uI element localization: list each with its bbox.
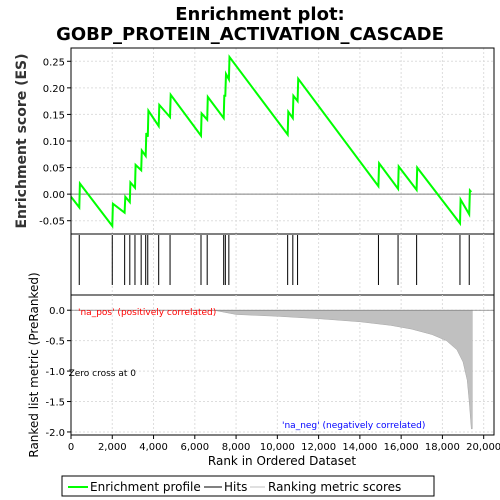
legend: Enrichment profile Hits Ranking metric s…: [61, 475, 435, 497]
x-tick-label: 8,000: [222, 442, 251, 453]
chart-title-line2: GOBP_PROTEIN_ACTIVATION_CASCADE: [56, 24, 444, 45]
x-tick-label: 6,000: [180, 442, 209, 453]
pos-correlated-label: 'na_pos' (positively correlated): [78, 308, 216, 318]
es-panel: -0.05 0.00 0.05 0.10 0.15 0.20 0.25 Enrichment…: [14, 47, 495, 235]
ranking-metric-area: [71, 309, 473, 430]
x-tick-label: 18,000: [425, 442, 460, 453]
es-ylabel: Enrichment score (ES): [14, 53, 30, 228]
metric-ylabel: Ranked list metric (PreRanked): [27, 272, 41, 457]
x-tick-label: 10,000: [260, 442, 295, 453]
legend-label-hits: Hits: [224, 480, 247, 494]
zero-cross-label: Zero cross at 0: [69, 369, 137, 379]
x-tick-label: 20,000: [466, 442, 500, 453]
x-tick-label: 14,000: [342, 442, 377, 453]
es-ytick-label: 0.25: [43, 57, 65, 68]
hits-panel: [70, 233, 495, 296]
x-tick-label: 2,000: [98, 442, 127, 453]
x-tick-label: 0: [68, 442, 74, 453]
metric-ytick-label: 0.0: [49, 306, 65, 317]
x-axis-ticks: 0 2,000 4,000 6,000 8,000 10,000 12,000 14,000 1…: [68, 435, 500, 453]
enrichment-profile-line: [70, 54, 473, 229]
legend-box: [61, 475, 435, 497]
x-tick-label: 16,000: [384, 442, 419, 453]
metric-ytick-label: -1.0: [45, 367, 65, 378]
x-axis-label: Rank in Ordered Dataset: [208, 454, 356, 468]
hits-lines: [78, 235, 470, 285]
metric-yticks: 0.0 -0.5 -1.0 -1.5 -2.0: [45, 306, 71, 439]
x-tick-label: 12,000: [301, 442, 336, 453]
es-ytick-label: 0.00: [43, 190, 65, 201]
x-tick-label: 4,000: [139, 442, 168, 453]
neg-correlated-label: 'na_neg' (negatively correlated): [282, 421, 425, 431]
es-panel-frame: [70, 47, 495, 235]
es-ytick-label: 0.05: [43, 164, 65, 175]
es-ytick-label: 0.15: [43, 110, 65, 121]
es-ytick-label: 0.20: [43, 84, 65, 95]
hits-panel-frame: [70, 233, 495, 296]
es-ytick-label: 0.10: [43, 137, 65, 148]
legend-label-ranking: Ranking metric scores: [268, 480, 401, 494]
metric-ytick-label: -1.5: [45, 398, 65, 409]
legend-label-enrichment: Enrichment profile: [90, 480, 201, 494]
metric-ytick-label: -2.0: [45, 428, 65, 439]
chart-title-line1: Enrichment plot:: [175, 4, 345, 25]
figure-frame: [70, 47, 495, 436]
es-yticks: -0.05 0.00 0.05 0.10 0.15 0.20 0.25: [39, 57, 71, 228]
es-ytick-label: -0.05: [39, 217, 65, 228]
metric-panel: 0.0 -0.5 -1.0 -1.5 -2.0 'na_pos' (positively…: [27, 272, 495, 458]
metric-ytick-label: -0.5: [45, 337, 65, 348]
